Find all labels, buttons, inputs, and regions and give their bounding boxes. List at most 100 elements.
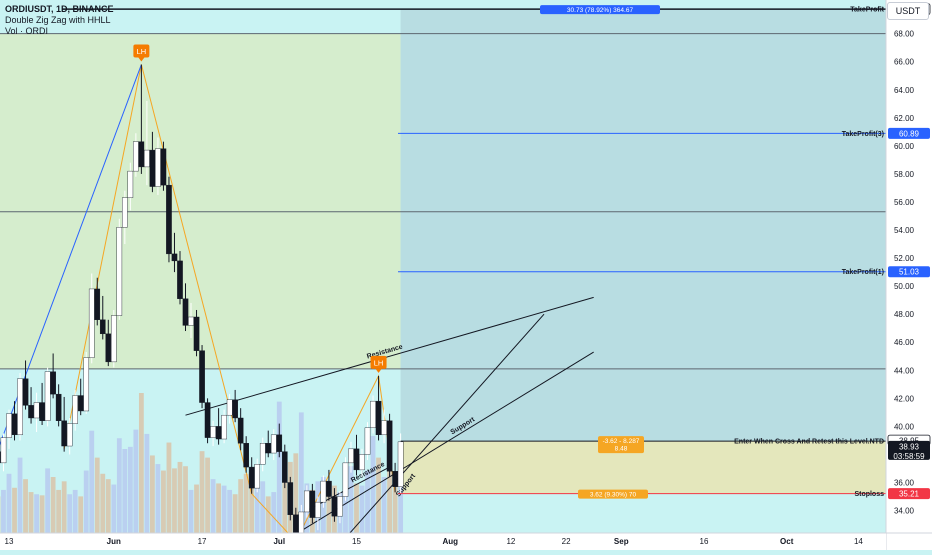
candle-body xyxy=(0,452,1,463)
candle-body xyxy=(321,481,326,502)
price-tick-label: 58.00 xyxy=(894,170,915,179)
candle-body xyxy=(6,414,11,438)
price-tick-label: 66.00 xyxy=(894,58,915,67)
volume-bar xyxy=(89,431,94,533)
candle-body xyxy=(73,396,78,424)
candle-body xyxy=(194,317,199,351)
price-tick-label: 54.00 xyxy=(894,226,915,235)
current-price-tag-text: 03:58:59 xyxy=(893,452,925,461)
volume-bar xyxy=(62,481,67,533)
candle-body xyxy=(271,435,276,453)
price-tick-label: 60.00 xyxy=(894,142,915,151)
price-tick-label: 52.00 xyxy=(894,254,915,263)
candle-body xyxy=(150,150,155,186)
candle-body xyxy=(244,443,249,467)
bull-zone-left xyxy=(0,34,401,369)
volume-bar xyxy=(200,451,205,533)
candle-body xyxy=(106,334,111,362)
volume-bar xyxy=(255,488,260,533)
current-price-tag-text: 38.93 xyxy=(899,442,920,451)
candle-body xyxy=(277,435,282,452)
time-tick-label: 15 xyxy=(352,537,361,546)
price-tick-label: 48.00 xyxy=(894,310,915,319)
volume-bar xyxy=(227,490,232,533)
volume-bar xyxy=(51,477,56,533)
price-tick-label: 44.00 xyxy=(894,366,915,375)
candle-body xyxy=(222,415,227,439)
volume-bar xyxy=(183,466,188,533)
entry-tag-text: 8.48 xyxy=(615,446,628,453)
level-label-take-profit-1: TakeProfit(1) xyxy=(842,269,884,276)
volume-bar xyxy=(117,438,122,533)
candle-body xyxy=(155,149,160,187)
candle-body xyxy=(288,483,293,515)
candle-body xyxy=(128,171,133,198)
candle-body xyxy=(39,403,44,421)
pivot-label: LH xyxy=(374,358,384,367)
time-tick-label: Oct xyxy=(780,537,794,546)
volume-bar xyxy=(382,477,387,533)
candle-body xyxy=(282,452,287,483)
candle-body xyxy=(227,400,232,415)
pivot-badge-pointer xyxy=(376,369,382,373)
currency-button[interactable]: USDT xyxy=(887,2,929,20)
candle-body xyxy=(172,254,177,261)
candle-body xyxy=(67,424,72,446)
volume-bar xyxy=(144,434,149,533)
candle-body xyxy=(177,261,182,299)
candle-body xyxy=(266,443,271,453)
price-tick-label: 68.00 xyxy=(894,30,915,39)
target-tag-text: 30.73 (78.92%) 364.67 xyxy=(567,7,634,14)
candle-body xyxy=(17,379,22,435)
volume-bar xyxy=(23,479,28,533)
volume-bar xyxy=(34,494,39,533)
candle-body xyxy=(310,491,315,518)
candle-body xyxy=(348,449,353,463)
time-tick-label: Sep xyxy=(614,537,629,546)
volume-bar xyxy=(73,490,78,533)
candle-body xyxy=(315,502,320,517)
price-tick-label: 36.00 xyxy=(894,479,915,488)
candle-body xyxy=(238,418,243,443)
volume-bar xyxy=(172,468,177,533)
volume-bar xyxy=(150,455,155,533)
volume-bar xyxy=(1,490,6,533)
volume-bar xyxy=(244,474,249,533)
candle-body xyxy=(1,438,6,463)
price-tick-label: 34.00 xyxy=(894,507,915,516)
candle-body xyxy=(122,198,127,227)
candle-body xyxy=(299,512,304,536)
indicator-title: Double Zig Zag with HHLL xyxy=(5,15,111,26)
price-tick-label: 56.00 xyxy=(894,198,915,207)
candle-body xyxy=(12,414,17,435)
candle-body xyxy=(23,379,28,406)
candle-body xyxy=(111,316,116,362)
volume-bar xyxy=(29,492,34,533)
price-tick-label: 50.00 xyxy=(894,282,915,291)
level-label-take-profit: TakeProfit xyxy=(850,7,884,14)
candle-body xyxy=(133,142,138,171)
volume-bar xyxy=(84,471,89,533)
time-tick-label: 13 xyxy=(5,537,14,546)
candle-body xyxy=(56,394,61,421)
candle-body xyxy=(249,467,254,488)
level-tag-take-profit-3-text: 60.89 xyxy=(899,129,920,138)
candle-body xyxy=(34,403,39,418)
volume-bar xyxy=(277,402,282,533)
candle-body xyxy=(216,426,221,439)
candle-body xyxy=(354,449,359,470)
time-tick-label: 16 xyxy=(700,537,709,546)
price-tick-label: 40.00 xyxy=(894,422,915,431)
volume-bar xyxy=(222,486,227,533)
level-label-stoploss: Stoploss xyxy=(854,491,884,498)
volume-bar xyxy=(233,494,238,533)
candle-body xyxy=(381,421,386,435)
volume-bar xyxy=(161,471,166,533)
candle-body xyxy=(161,149,166,185)
candle-body xyxy=(51,372,56,394)
candle-body xyxy=(183,299,188,326)
volume-bar xyxy=(194,485,199,533)
volume-bar xyxy=(128,447,133,533)
